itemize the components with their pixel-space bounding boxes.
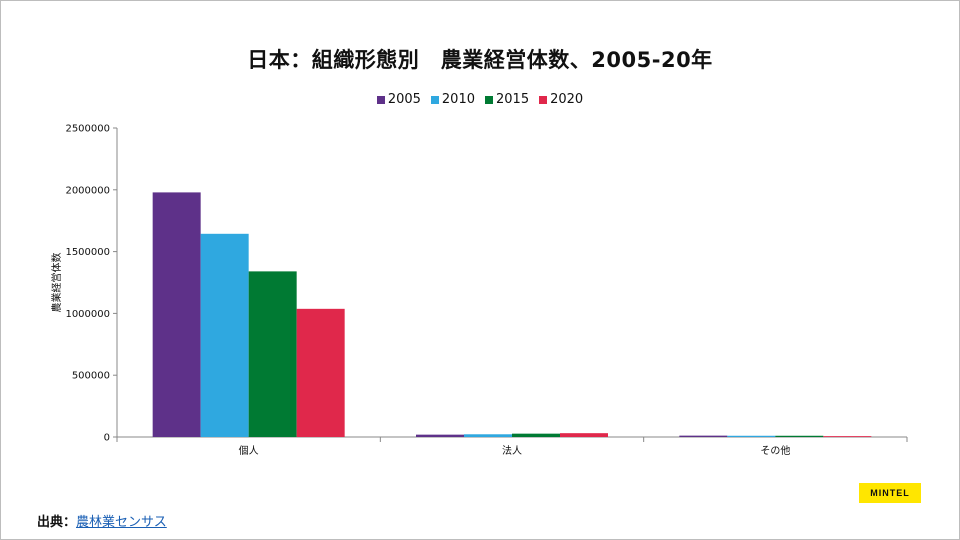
legend-item-2015: 2015 [485, 92, 529, 107]
legend-swatch-2015 [485, 95, 493, 104]
y-tick-label: 1500000 [65, 247, 110, 258]
legend-swatch-2010 [430, 95, 439, 104]
chart-title: 日本：組織形態別 農業経営体数、2005-20年 [247, 48, 713, 72]
y-tick-label: 0 [104, 433, 110, 444]
bar-2010-その他 [727, 435, 776, 437]
y-tick-label: 500000 [72, 371, 110, 382]
legend-item-2020: 2020 [539, 92, 583, 107]
chart-legend: 2005 2010 2015 2020 [0, 92, 960, 107]
bar-2015-法人 [512, 433, 560, 437]
bar-2020-法人 [560, 433, 608, 437]
bar-2005-その他 [679, 435, 728, 437]
y-axis-title: 農業経営体数 [50, 253, 63, 313]
legend-label-2015: 2015 [496, 92, 530, 107]
source-label: 出典： [37, 515, 77, 530]
legend-swatch-2005 [376, 95, 385, 104]
legend-item-2005: 2005 [376, 92, 421, 107]
y-tick-label: 1000000 [65, 309, 110, 320]
legend-label-2020: 2020 [550, 92, 584, 107]
bar-2005-法人 [416, 434, 464, 437]
legend-item-2010: 2010 [430, 92, 475, 107]
bar-2010-法人 [464, 434, 512, 437]
x-tick-label: 個人 [239, 444, 259, 457]
x-tick-label: 法人 [502, 444, 522, 457]
bar-2005-個人 [152, 192, 201, 437]
y-tick-label: 2500000 [65, 124, 110, 135]
legend-label-2010: 2010 [441, 92, 475, 107]
x-tick-label: その他 [760, 444, 790, 457]
bar-2015-その他 [775, 435, 824, 437]
bar-2020-その他 [823, 436, 872, 437]
mintel-logo: MINTEL [859, 483, 921, 503]
bar-2010-個人 [200, 233, 249, 437]
bar-2020-個人 [296, 308, 345, 437]
legend-label-2005: 2005 [387, 92, 421, 107]
bar-2015-個人 [248, 271, 297, 437]
source-note: 出典：農林業センサス [37, 511, 167, 530]
y-tick-label: 2000000 [65, 185, 110, 196]
legend-swatch-2020 [539, 95, 548, 104]
source-link[interactable]: 農林業センサス [76, 515, 167, 530]
